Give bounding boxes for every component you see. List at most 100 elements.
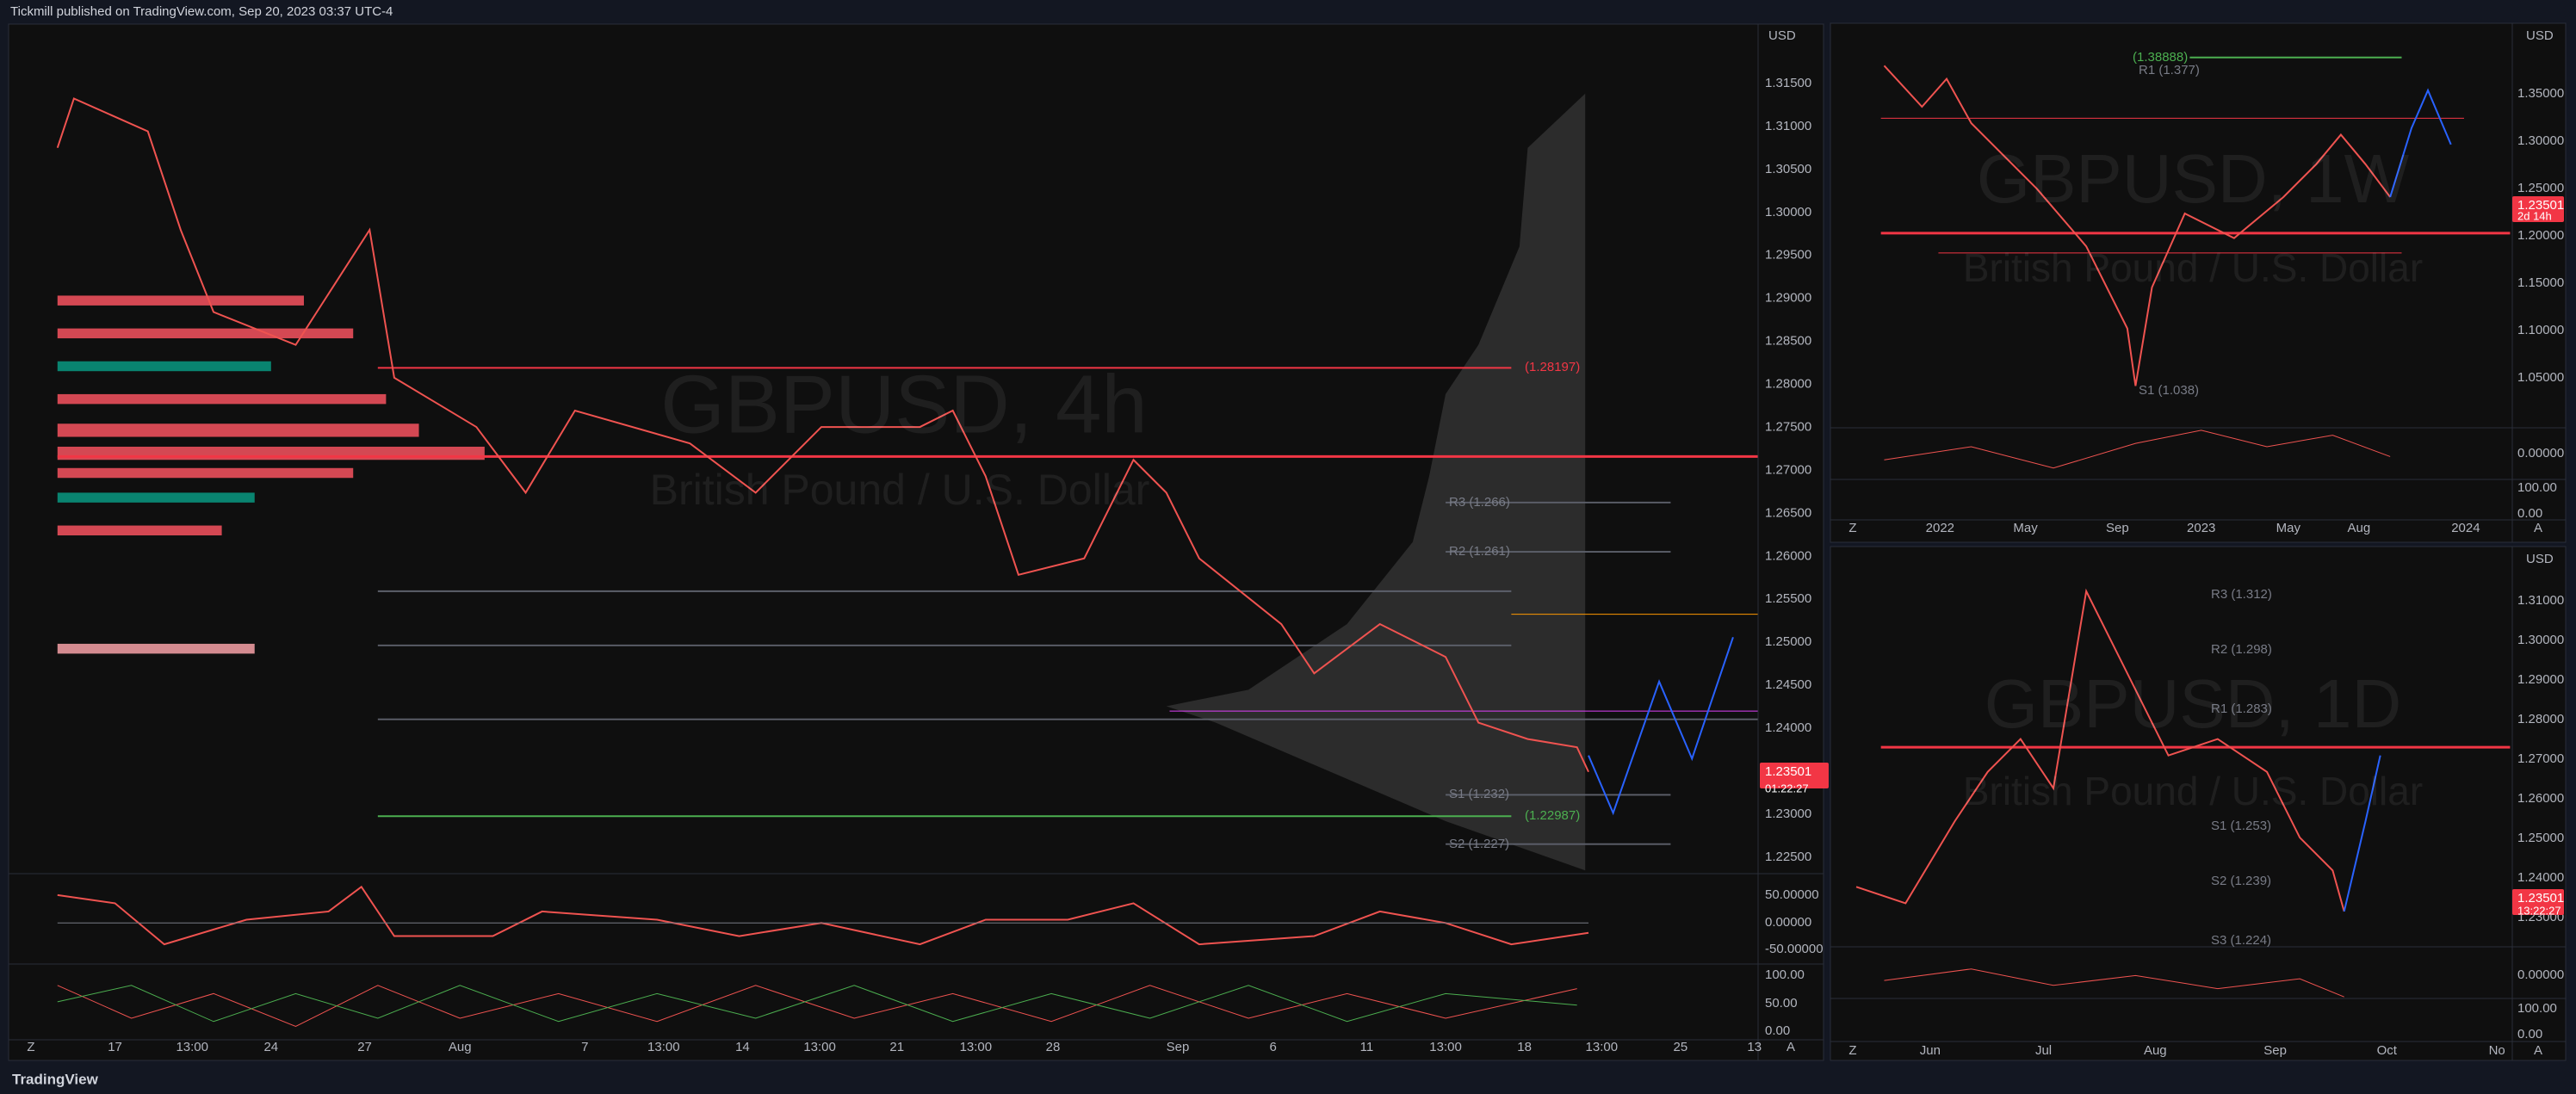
time-axis-label: 2023 (2187, 521, 2215, 535)
last-price: 1.23501 (2517, 198, 2564, 213)
time-axis-label: Aug (449, 1040, 472, 1054)
price-axis-label: 1.10000 (2517, 323, 2564, 337)
price-axis-label: 1.26000 (2517, 791, 2564, 806)
price-axis-label: 1.29500 (1765, 248, 1811, 263)
indicator-axis-label: 0.00 (1765, 1023, 1790, 1038)
time-axis-label: 13:00 (1429, 1040, 1462, 1054)
level-label: R3 (1.266) (1449, 495, 1510, 510)
price-axis-label: 1.31000 (1765, 119, 1811, 133)
time-axis-label: 2024 (2451, 521, 2480, 535)
price-axis-label: 1.24000 (2517, 870, 2564, 885)
scale-button[interactable]: Z (27, 1040, 34, 1054)
level-label: S1 (1.038) (2139, 383, 2199, 398)
indicator-axis-label: 0.00000 (2517, 967, 2564, 982)
price-axis-label: 1.15000 (2517, 275, 2564, 290)
time-axis-label: 28 (1046, 1040, 1061, 1054)
time-axis-label: 17 (108, 1040, 122, 1054)
price-axis-label: 1.30000 (1765, 205, 1811, 219)
price-axis-label: 1.24500 (1765, 677, 1811, 692)
price-axis-label: 1.31000 (2517, 593, 2564, 608)
price-axis-label: 1.28500 (1765, 334, 1811, 349)
countdown: 2d 14h (2517, 209, 2552, 222)
level-label: R1 (1.283) (2211, 702, 2272, 716)
countdown: 13:22:27 (2517, 904, 2561, 917)
time-axis-label: 13:00 (960, 1040, 993, 1054)
scale-button[interactable]: Z (1848, 521, 1856, 535)
scale-button[interactable]: A (1786, 1040, 1795, 1054)
price-axis-label: 1.25000 (1765, 634, 1811, 649)
price-axis-label: 1.27500 (1765, 419, 1811, 434)
time-axis-label: 18 (1517, 1040, 1532, 1054)
price-axis-label: 1.30000 (2517, 133, 2564, 148)
symbol-description: British Pound / U.S. Dollar (650, 466, 1150, 514)
time-axis-label: 13 (1747, 1040, 1762, 1054)
time-axis-label: May (2276, 521, 2301, 535)
level-label: S3 (1.224) (2211, 933, 2271, 948)
indicator-axis-label: 100.00 (2517, 1001, 2557, 1016)
level-label: S2 (1.239) (2211, 874, 2271, 888)
price-axis-label: 1.28000 (1765, 377, 1811, 392)
level-label: (1.28197) (1525, 360, 1580, 374)
price-axis-label: 1.27000 (1765, 462, 1811, 477)
last-price: 1.23501 (1765, 764, 1811, 779)
scale-button[interactable]: A (2534, 1043, 2542, 1058)
brand: TradingView (12, 1071, 99, 1087)
price-axis-label: 1.27000 (2517, 751, 2564, 766)
separators (9, 23, 2566, 1060)
time-axis-label: 14 (735, 1040, 750, 1054)
price-axis-label: 1.25000 (2517, 181, 2564, 195)
price-axis-label: 1.29000 (1765, 291, 1811, 306)
indicator-axis-label: 100.00 (1765, 967, 1805, 982)
time-axis-label: No (2489, 1043, 2505, 1058)
level-label: (1.22987) (1525, 808, 1580, 823)
indicator-axis-label: 0.00000 (1765, 915, 1811, 930)
time-axis-label: 27 (357, 1040, 372, 1054)
symbol-watermark: GBPUSD, 1W (1977, 140, 2410, 217)
price-tag (2512, 196, 2564, 222)
time-axis-label: Aug (2348, 521, 2371, 535)
price-axis-label: 1.30000 (2517, 633, 2564, 647)
time-axis-label: 21 (889, 1040, 904, 1054)
time-axis-label: Oct (2377, 1043, 2398, 1058)
price-tag (2512, 889, 2564, 915)
price-axis-label: 1.25500 (1765, 591, 1811, 606)
scale-button[interactable]: A (2534, 521, 2542, 535)
time-axis-label: 25 (1674, 1040, 1688, 1054)
indicator-axis-label: 50.00000 (1765, 887, 1819, 902)
level-label: S2 (1.227) (1449, 837, 1509, 851)
symbol-description: British Pound / U.S. Dollar (1963, 769, 2423, 813)
time-axis-label: Sep (1167, 1040, 1190, 1054)
footer-bar (0, 1066, 2576, 1094)
symbol-watermark: GBPUSD, 1D (1985, 665, 2402, 742)
currency-label: USD (2526, 552, 2554, 566)
level-label: R2 (1.298) (2211, 642, 2272, 657)
price-axis-label: 1.20000 (2517, 228, 2564, 243)
indicator-axis-label: 0.00000 (2517, 446, 2564, 460)
level-label: S1 (1.232) (1449, 787, 1509, 801)
indicator-axis-label: 0.00 (2517, 1027, 2542, 1041)
time-axis-label: Jul (2035, 1043, 2052, 1058)
price-axis-label: 1.24000 (1765, 720, 1811, 735)
main-panel (8, 23, 1824, 1061)
price-axis-label: 1.26000 (1765, 548, 1811, 563)
price-axis-label: 1.28000 (2517, 712, 2564, 726)
time-axis-label: 13:00 (803, 1040, 836, 1054)
indicator-axis-label: 50.00 (1765, 996, 1798, 1011)
price-axis-label: 1.23000 (1765, 807, 1811, 821)
price-axis-label: 1.35000 (2517, 86, 2564, 101)
level-label: R1 (1.377) (2139, 63, 2200, 77)
price-axis-label: 1.26500 (1765, 505, 1811, 520)
price-tag (1760, 763, 1829, 788)
time-axis-label: Aug (2144, 1043, 2167, 1058)
price-axis-label: 1.05000 (2517, 370, 2564, 385)
time-axis-label: Jun (1920, 1043, 1941, 1058)
weekly-panel (1830, 22, 2567, 543)
publisher-line: Tickmill published on TradingView.com, S… (10, 4, 393, 19)
time-axis-label: 13:00 (1586, 1040, 1619, 1054)
time-axis-label: 7 (581, 1040, 588, 1054)
level-label: S1 (1.253) (2211, 819, 2271, 833)
price-axis-label: 1.22500 (1765, 850, 1811, 864)
scale-button[interactable]: Z (1848, 1043, 1856, 1058)
